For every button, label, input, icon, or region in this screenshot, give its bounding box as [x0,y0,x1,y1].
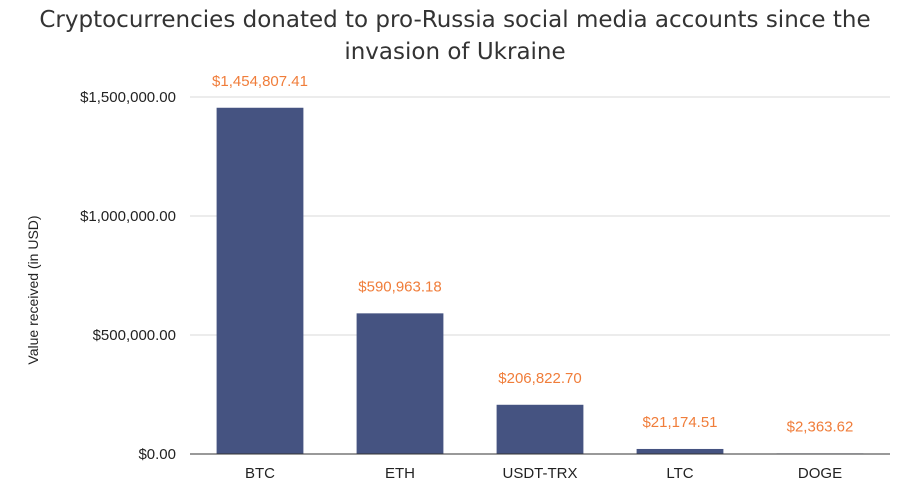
bar-eth [356,313,444,454]
bar-btc [216,107,304,455]
y-tick-label: $500,000.00 [93,327,176,344]
x-tick-label: LTC [666,465,693,482]
x-tick-label: DOGE [798,465,842,482]
x-tick-label: ETH [385,465,415,482]
x-axis-ticks: BTC ETH USDT-TRX LTC DOGE [245,465,842,482]
gridlines [190,96,890,336]
chart-title: Cryptocurrencies donated to pro-Russia s… [39,7,871,65]
data-label: $2,363.62 [787,418,854,435]
x-tick-label: BTC [245,465,275,482]
data-label: $1,454,807.41 [212,73,308,90]
x-tick-label: USDT-TRX [503,465,578,482]
y-tick-label: $1,000,000.00 [80,208,176,225]
bars [216,107,864,455]
y-tick-label: $0.00 [138,446,176,463]
data-label: $21,174.51 [642,414,717,431]
data-labels: $1,454,807.41 $590,963.18 $206,822.70 $21,1… [212,73,853,436]
data-label: $206,822.70 [498,370,581,387]
bar-ltc [636,448,724,454]
bar-usdt-trx [496,404,584,454]
data-label: $590,963.18 [358,278,441,295]
y-axis-ticks: $0.00 $500,000.00 $1,000,000.00 $1,500,000.… [80,89,176,463]
y-axis-label: Value received (in USD) [25,215,41,364]
y-tick-label: $1,500,000.00 [80,89,176,106]
